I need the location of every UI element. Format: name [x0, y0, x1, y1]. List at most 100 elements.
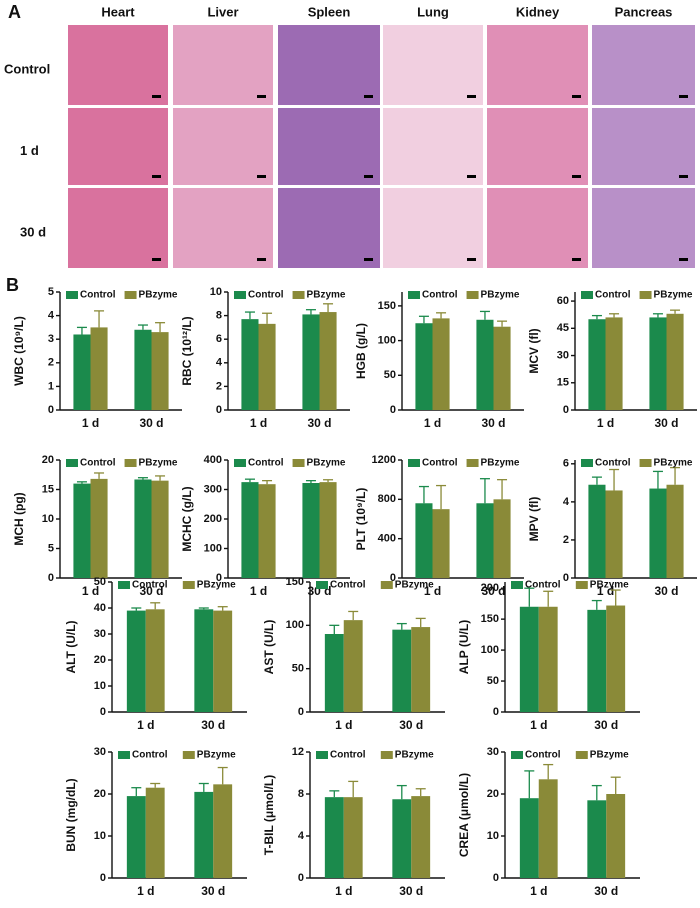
bar: [151, 332, 169, 410]
row-label: 30 d: [20, 224, 46, 239]
scale-bar: [257, 258, 266, 261]
scale-bar: [679, 95, 688, 98]
bar: [134, 329, 152, 410]
legend-label: PBzyme: [139, 458, 178, 469]
legend-label: Control: [80, 458, 116, 469]
histology-image: [173, 25, 273, 105]
bar: [73, 334, 91, 410]
legend-label: Control: [80, 290, 116, 301]
x-tick-label: 1 d: [597, 416, 614, 430]
y-axis-title: ALP (U/L): [457, 620, 471, 674]
x-tick-label: 1 d: [250, 416, 267, 430]
y-tick-label: 10: [210, 286, 222, 298]
legend-label: Control: [330, 580, 366, 591]
legend-swatch: [408, 291, 420, 299]
bar: [213, 610, 233, 712]
legend-label: Control: [248, 290, 284, 301]
x-tick-label: 30 d: [654, 584, 678, 598]
x-tick-label: 1 d: [250, 584, 267, 598]
histology-image: [592, 108, 695, 185]
legend-label: Control: [132, 750, 168, 761]
x-tick-label: 1 d: [82, 584, 99, 598]
legend-swatch: [639, 459, 652, 467]
x-tick-label: 30 d: [307, 416, 331, 430]
y-tick-label: 3: [48, 333, 54, 345]
y-tick-label: 0: [48, 572, 54, 584]
y-tick-label: 100: [204, 542, 222, 554]
legend-label: Control: [248, 458, 284, 469]
x-tick-label: 1 d: [597, 584, 614, 598]
legend-label: PBzyme: [590, 750, 629, 761]
bar: [145, 787, 165, 878]
y-tick-label: 20: [94, 788, 106, 800]
legend-swatch: [182, 751, 195, 759]
bar: [213, 784, 233, 878]
bar: [666, 484, 684, 578]
legend-swatch: [466, 291, 479, 299]
bar: [343, 620, 363, 712]
y-tick-label: 50: [292, 663, 304, 675]
y-tick-label: 10: [42, 513, 54, 525]
y-tick-label: 4: [48, 310, 55, 322]
bar: [666, 313, 684, 410]
y-tick-label: 8: [216, 310, 222, 322]
legend-swatch: [511, 751, 523, 759]
y-axis-title: BUN (mg/dL): [64, 778, 78, 851]
legend-swatch: [234, 459, 246, 467]
y-tick-label: 0: [298, 872, 304, 884]
bar: [587, 609, 607, 712]
bar: [145, 609, 165, 712]
bar: [392, 629, 412, 712]
y-tick-label: 15: [557, 377, 569, 389]
x-tick-label: 30 d: [399, 884, 423, 898]
bar: [476, 319, 494, 410]
legend-swatch: [292, 291, 305, 299]
legend-swatch: [66, 291, 78, 299]
bar: [649, 317, 667, 410]
legend-label: PBzyme: [307, 458, 346, 469]
bar: [519, 606, 539, 712]
legend-swatch: [581, 291, 593, 299]
legend-swatch: [575, 751, 588, 759]
bar: [73, 483, 91, 578]
y-tick-label: 150: [481, 613, 499, 625]
scale-bar: [364, 258, 373, 261]
bar: [587, 800, 607, 878]
legend-label: PBzyme: [197, 750, 236, 761]
y-tick-label: 150: [378, 300, 396, 312]
y-tick-label: 0: [390, 572, 396, 584]
y-tick-label: 45: [557, 322, 569, 334]
x-tick-label: 1 d: [335, 718, 352, 732]
y-tick-label: 15: [42, 483, 54, 495]
scale-bar: [572, 175, 581, 178]
x-tick-label: 30 d: [399, 718, 423, 732]
bar: [302, 314, 320, 410]
y-axis-title: MCH (pg): [12, 492, 26, 545]
y-axis-title: CREA (μmol/L): [457, 773, 471, 857]
bar: [194, 791, 214, 878]
legend-swatch: [118, 581, 130, 589]
x-tick-label: 30 d: [481, 416, 505, 430]
bar: [134, 479, 152, 578]
column-label: Kidney: [516, 4, 560, 19]
bar: [90, 478, 108, 578]
x-tick-label: 30 d: [594, 884, 618, 898]
scale-bar: [679, 175, 688, 178]
y-tick-label: 100: [378, 334, 396, 346]
y-tick-label: 0: [563, 404, 569, 416]
histology-image: [592, 188, 695, 268]
bar: [319, 482, 337, 578]
y-tick-label: 20: [487, 788, 499, 800]
y-tick-label: 0: [493, 872, 499, 884]
y-axis-title: AST (U/L): [262, 620, 276, 675]
legend-label: PBzyme: [481, 290, 520, 301]
y-axis-title: PLT (10⁹/L): [354, 488, 368, 551]
histology-image: [173, 188, 273, 268]
row-label: Control: [4, 61, 50, 76]
y-tick-label: 10: [94, 830, 106, 842]
y-tick-label: 5: [48, 286, 54, 298]
y-tick-label: 100: [286, 619, 304, 631]
y-tick-label: 300: [204, 483, 222, 495]
y-tick-label: 0: [390, 404, 396, 416]
bar: [241, 319, 259, 410]
